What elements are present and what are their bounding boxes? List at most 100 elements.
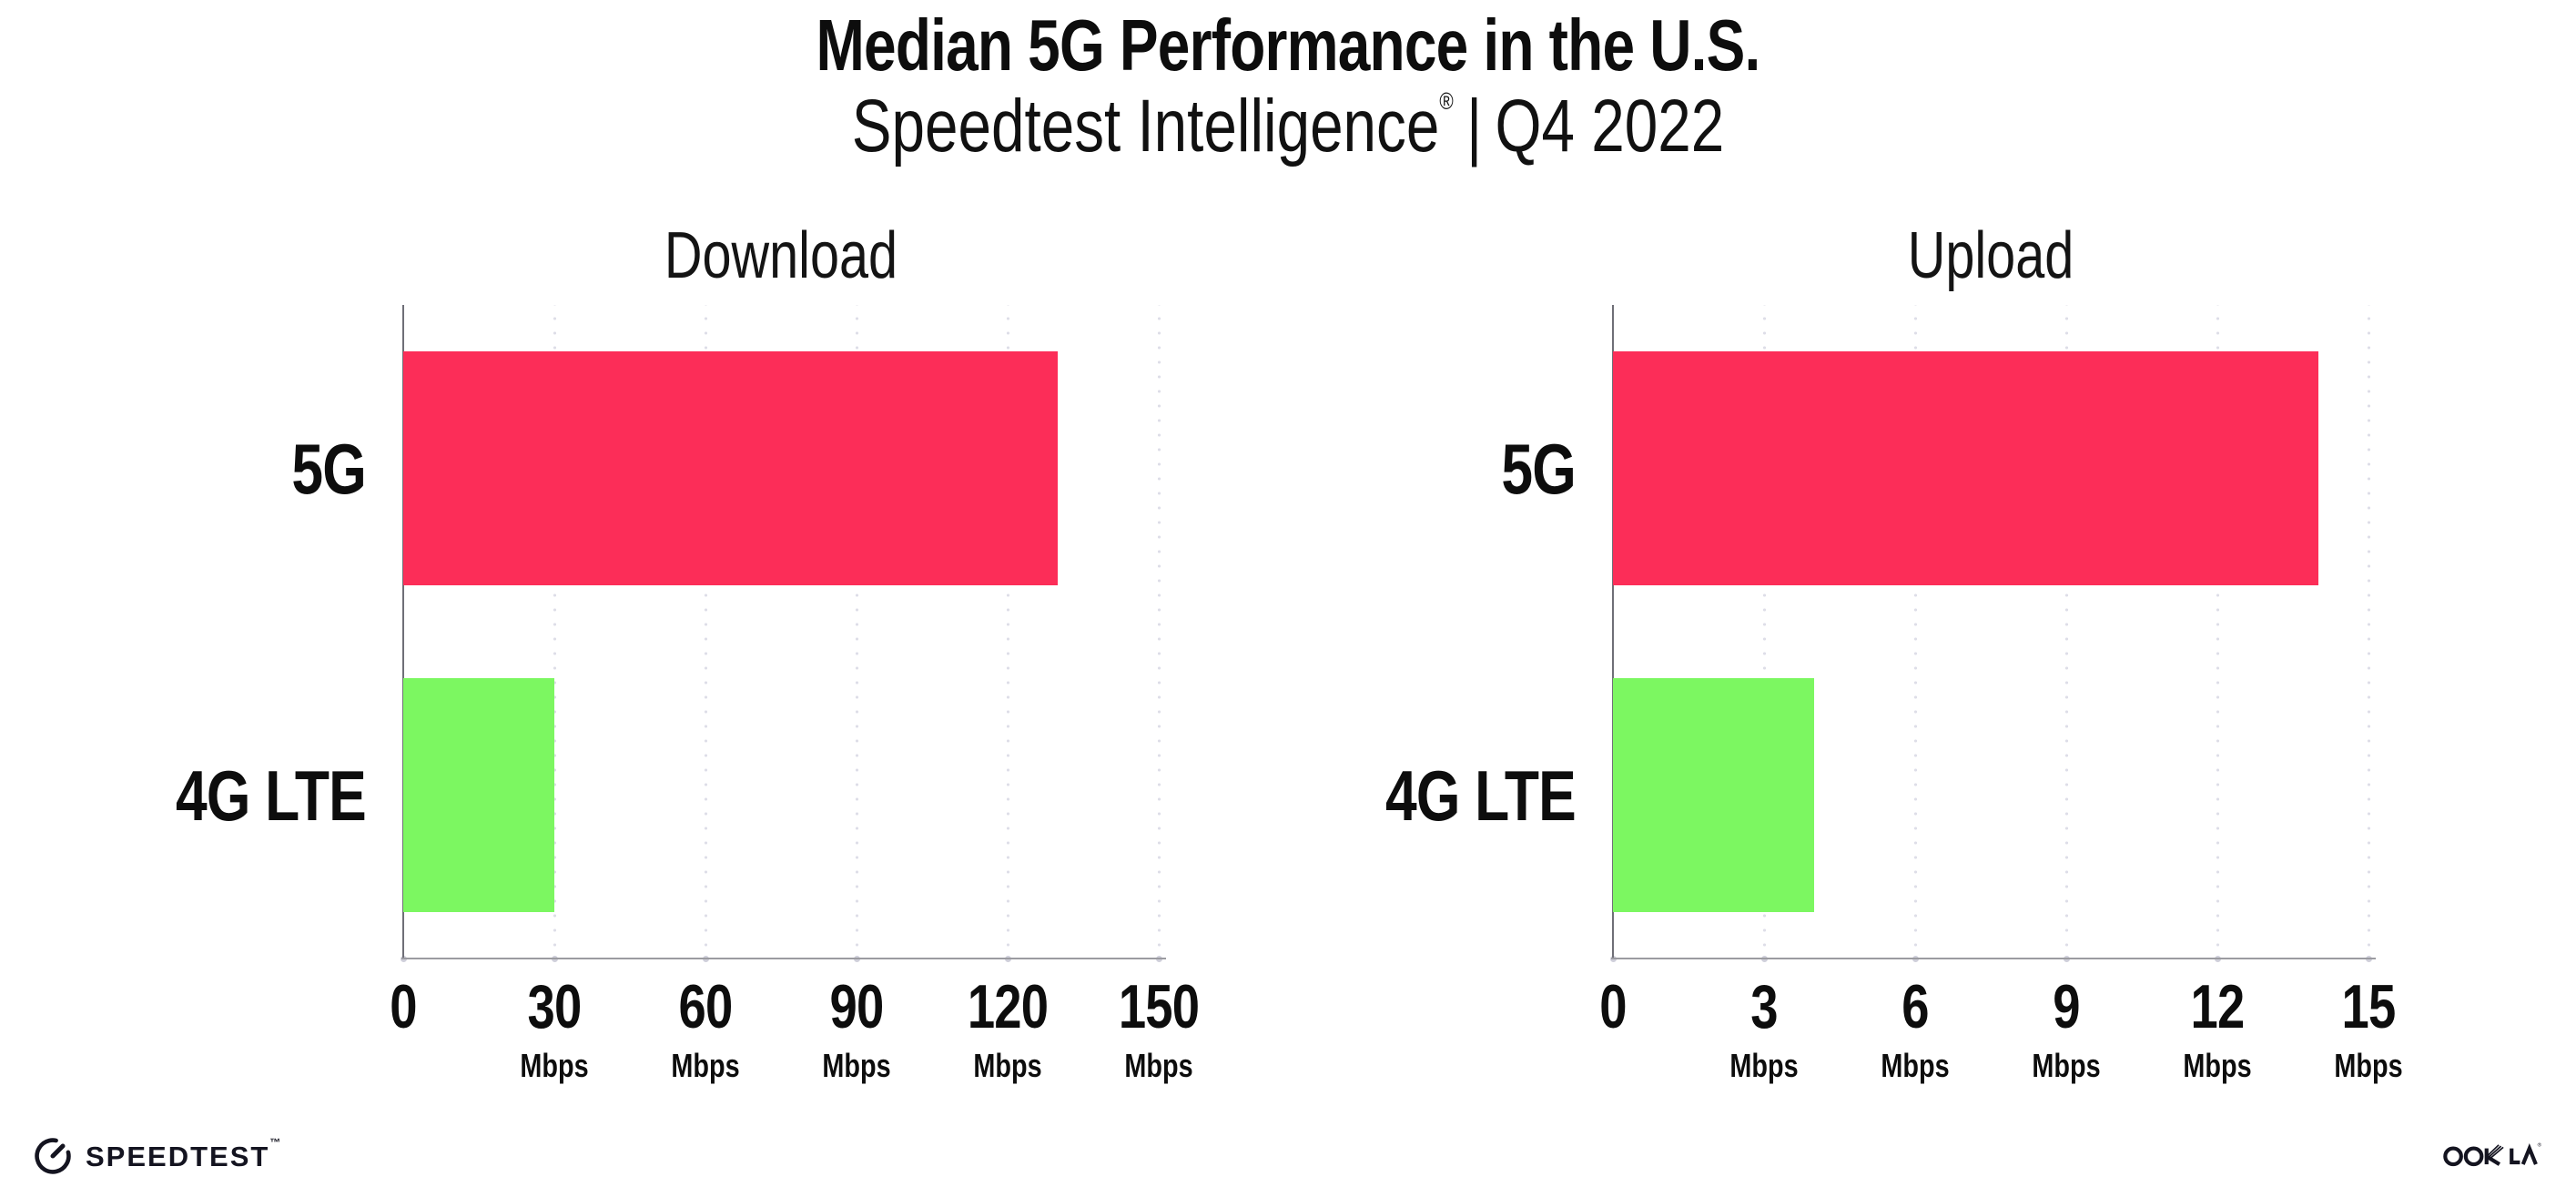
x-axis-line bbox=[1611, 958, 2376, 959]
x-tick-value: 3 bbox=[1750, 972, 1778, 1041]
x-tick-label: 3 bbox=[1682, 976, 1846, 1038]
gridline bbox=[1913, 305, 1917, 959]
category-label: 5G bbox=[1275, 433, 1576, 504]
x-tick-label: 15 bbox=[2287, 976, 2450, 1038]
ookla-logo: ® bbox=[2436, 1140, 2549, 1172]
speedtest-wordmark: SPEEDTEST™ bbox=[86, 1135, 283, 1172]
x-tick-value: 6 bbox=[1902, 972, 1929, 1041]
x-tick-unit-text: Mbps bbox=[2183, 1047, 2252, 1084]
speedtest-gauge-icon bbox=[35, 1138, 71, 1174]
x-tick-unit: Mbps bbox=[2287, 1049, 2450, 1083]
x-tick-label: 30 bbox=[472, 976, 636, 1038]
x-tick-value: 0 bbox=[390, 972, 417, 1041]
x-tick-value: 9 bbox=[2053, 972, 2080, 1041]
ookla-letter-a bbox=[2520, 1143, 2538, 1165]
gauge-needle-icon bbox=[50, 1143, 66, 1159]
gridline bbox=[1006, 305, 1009, 959]
x-tick-value: 12 bbox=[2190, 972, 2246, 1041]
ookla-letter-o2 bbox=[2463, 1146, 2484, 1167]
x-tick-label: 12 bbox=[2135, 976, 2299, 1038]
chart-title: Upload bbox=[1613, 223, 2368, 289]
chart-title-text: Download bbox=[664, 219, 898, 292]
x-tick-unit: Mbps bbox=[1077, 1049, 1241, 1083]
x-tick-label: 6 bbox=[1833, 976, 1997, 1038]
x-tick-unit-text: Mbps bbox=[822, 1047, 891, 1084]
x-tick-unit: Mbps bbox=[2135, 1049, 2299, 1083]
x-tick-unit-text: Mbps bbox=[2032, 1047, 2101, 1084]
ookla-letter-k-fan bbox=[2487, 1144, 2504, 1160]
x-tick-value: 120 bbox=[967, 972, 1049, 1041]
ookla-registered-icon: ® bbox=[2538, 1142, 2542, 1149]
x-tick-unit: Mbps bbox=[926, 1049, 1090, 1083]
x-tick-value: 30 bbox=[527, 972, 583, 1041]
bar-5g bbox=[403, 351, 1059, 585]
x-tick-unit: Mbps bbox=[1984, 1049, 2148, 1083]
x-tick-label: 9 bbox=[1984, 976, 2148, 1038]
speedtest-logo: SPEEDTEST™ bbox=[33, 1136, 282, 1176]
category-label-text: 4G LTE bbox=[176, 755, 367, 836]
x-tick-label: 150 bbox=[1077, 976, 1241, 1038]
subtitle-period: Q4 2022 bbox=[1495, 85, 1725, 167]
x-tick-unit: Mbps bbox=[1833, 1049, 1997, 1083]
ookla-letter-k-leg bbox=[2486, 1155, 2501, 1166]
ookla-wordmark-icon: ® bbox=[2443, 1142, 2542, 1167]
page-subtitle: Speedtest Intelligence® | Q4 2022 bbox=[0, 85, 2576, 167]
y-axis-line bbox=[402, 305, 404, 959]
chart-title: Download bbox=[403, 223, 1159, 289]
ookla-letter-o1 bbox=[2443, 1146, 2463, 1167]
gridline bbox=[1157, 305, 1161, 959]
bar-4g-lte bbox=[403, 678, 554, 912]
x-tick-value: 60 bbox=[678, 972, 734, 1041]
x-tick-label: 0 bbox=[321, 976, 485, 1038]
x-tick-unit-text: Mbps bbox=[671, 1047, 740, 1084]
x-tick-unit: Mbps bbox=[1682, 1049, 1846, 1083]
trademark-icon: ™ bbox=[269, 1135, 283, 1149]
page-subtitle-text: Speedtest Intelligence® | Q4 2022 bbox=[258, 85, 2318, 167]
gridline bbox=[1762, 305, 1766, 959]
x-tick-unit: Mbps bbox=[775, 1049, 938, 1083]
x-axis-line bbox=[401, 958, 1166, 959]
category-label: 5G bbox=[66, 433, 366, 504]
x-tick-value: 0 bbox=[1599, 972, 1627, 1041]
page-title-text: Median 5G Performance in the U.S. bbox=[816, 5, 1761, 86]
plot-area bbox=[400, 305, 1166, 962]
gridline bbox=[704, 305, 707, 959]
plot-area bbox=[1609, 305, 2376, 962]
gridline bbox=[2216, 305, 2219, 959]
category-label-text: 5G bbox=[291, 428, 366, 509]
x-tick-unit-text: Mbps bbox=[2334, 1047, 2403, 1084]
gridline bbox=[855, 305, 858, 959]
x-tick-unit: Mbps bbox=[624, 1049, 787, 1083]
subtitle-separator: | bbox=[1466, 85, 1483, 167]
x-tick-value: 150 bbox=[1118, 972, 1200, 1041]
x-tick-label: 0 bbox=[1531, 976, 1695, 1038]
y-axis-line bbox=[1612, 305, 1614, 959]
x-tick-unit-text: Mbps bbox=[1124, 1047, 1193, 1084]
x-tick-label: 90 bbox=[775, 976, 938, 1038]
x-tick-label: 60 bbox=[624, 976, 787, 1038]
x-tick-unit-text: Mbps bbox=[1729, 1047, 1799, 1084]
category-label-text: 4G LTE bbox=[1385, 755, 1577, 836]
bar-4g-lte bbox=[1613, 678, 1815, 912]
registered-mark-icon: ® bbox=[1439, 87, 1454, 115]
category-label: 4G LTE bbox=[1275, 755, 1577, 836]
x-tick-value: 90 bbox=[829, 972, 885, 1041]
chart-title-text: Upload bbox=[1907, 219, 2074, 292]
gridline bbox=[2367, 305, 2370, 959]
subtitle-brand: Speedtest Intelligence bbox=[851, 85, 1440, 167]
page-title: Median 5G Performance in the U.S. bbox=[0, 7, 2576, 84]
x-tick-value: 15 bbox=[2341, 972, 2397, 1041]
x-tick-label: 120 bbox=[926, 976, 1090, 1038]
category-label: 4G LTE bbox=[66, 755, 367, 836]
x-tick-unit-text: Mbps bbox=[520, 1047, 589, 1084]
ookla-letter-l bbox=[2510, 1148, 2520, 1165]
x-tick-unit-text: Mbps bbox=[1881, 1047, 1950, 1084]
gridline bbox=[2064, 305, 2068, 959]
bar-5g bbox=[1613, 351, 2318, 585]
gridline bbox=[553, 305, 556, 959]
category-label-text: 5G bbox=[1501, 428, 1576, 509]
x-tick-unit-text: Mbps bbox=[973, 1047, 1042, 1084]
